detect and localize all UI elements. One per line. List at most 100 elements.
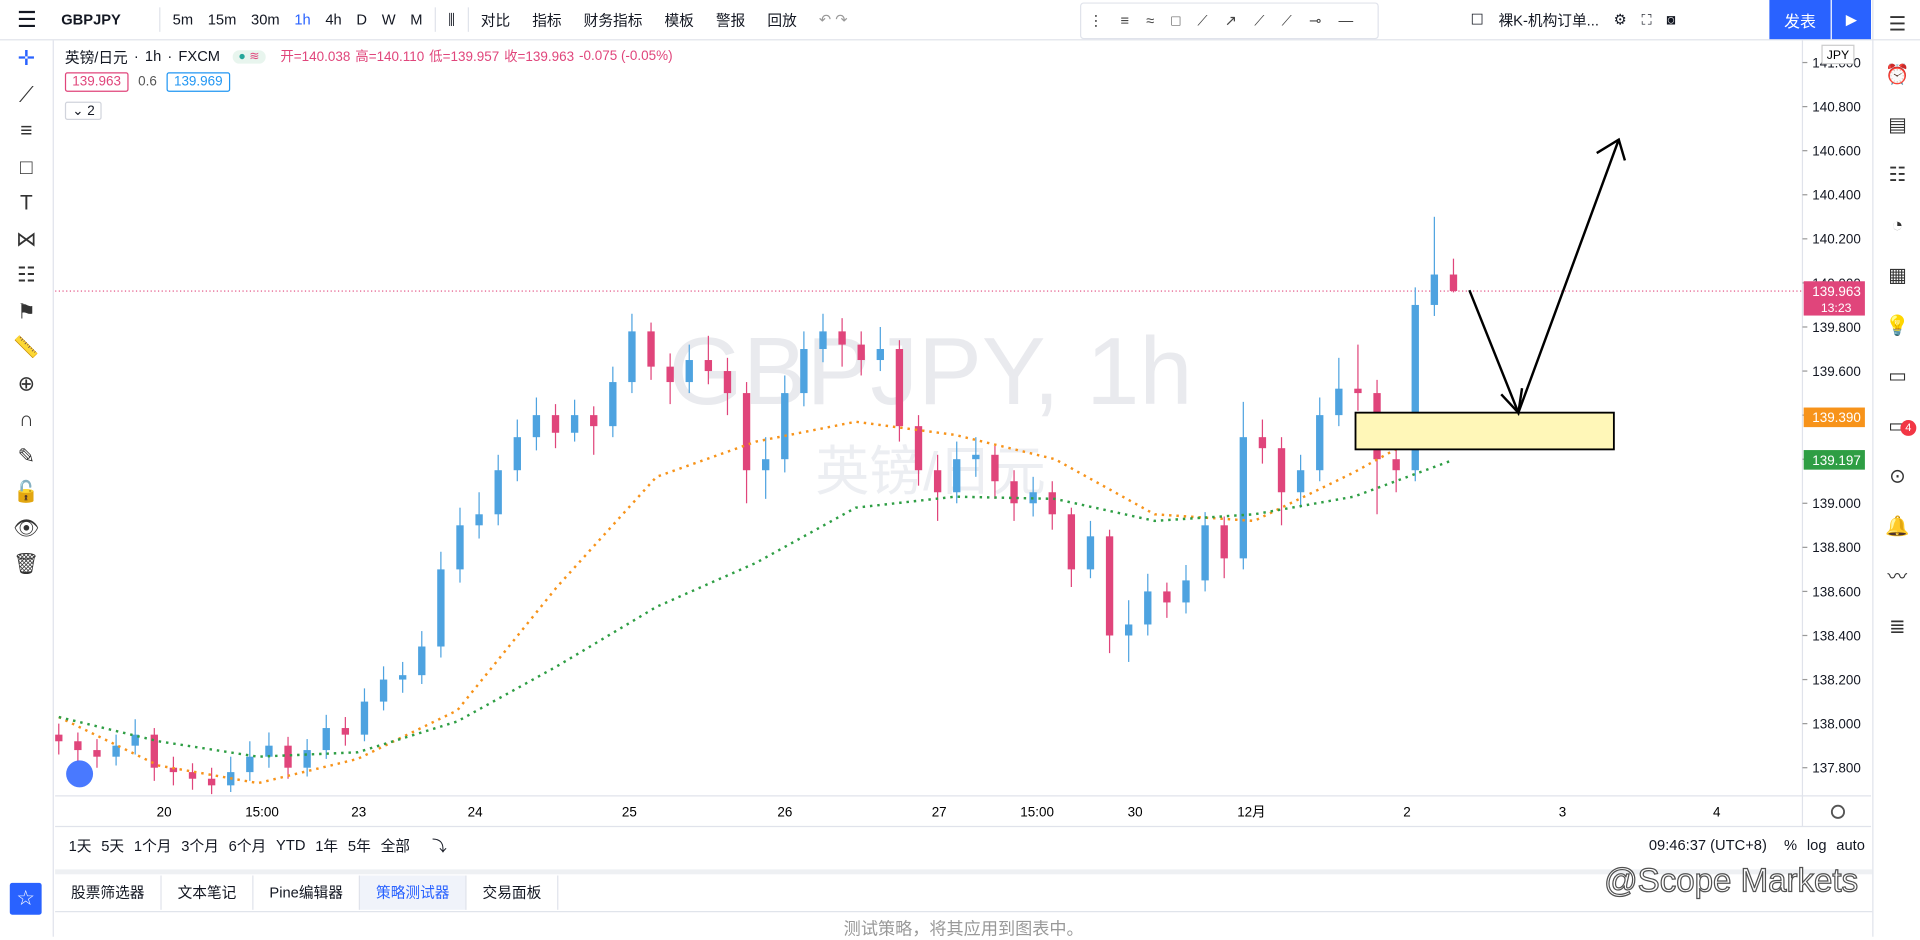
layout-name[interactable]: 裸K-机构订单... xyxy=(1498,11,1599,29)
toolbar-button[interactable]: 回放 xyxy=(767,11,797,29)
scale-button[interactable]: log xyxy=(1806,836,1827,854)
tab[interactable]: 交易面板 xyxy=(467,875,559,910)
candle-body xyxy=(112,745,120,757)
legend-source: FXCM xyxy=(178,47,221,65)
interval[interactable]: M xyxy=(410,11,423,29)
separator xyxy=(159,7,161,32)
scale-button[interactable]: auto xyxy=(1836,836,1865,854)
toolbar-button[interactable]: 警报 xyxy=(715,11,746,29)
play-button[interactable]: ▶ xyxy=(1831,0,1872,40)
undo[interactable]: ↶ ↷ xyxy=(818,11,848,29)
status-pill[interactable]: ● ≋ xyxy=(232,49,266,64)
fullscreen[interactable]: ⛶ xyxy=(1641,10,1652,28)
toolbar-button[interactable]: 模板 xyxy=(664,11,694,29)
candle-body xyxy=(303,750,311,768)
square-tool[interactable]: ☐ xyxy=(1470,11,1484,29)
range-button[interactable]: 1个月 xyxy=(133,836,172,855)
candle-body xyxy=(953,459,961,493)
toolbar-button[interactable]: 指标 xyxy=(532,11,562,29)
right-sidebar[interactable]: ☰ ⏰ ▤ ☷ ◔ ▦ 💡 ▭ ▭ ⊙ 🔔 〰 ≣ 4 xyxy=(1872,0,1920,937)
clock: 09:46:37 (UTC+8) xyxy=(1648,836,1767,854)
candle-body xyxy=(551,415,560,433)
moving-average xyxy=(58,416,1455,785)
interval[interactable]: W xyxy=(381,11,396,29)
x-tick-label: 26 xyxy=(777,805,792,820)
candle-body xyxy=(475,514,483,526)
candle-body xyxy=(1430,274,1439,305)
candle-body xyxy=(1067,514,1076,570)
tab[interactable]: 股票筛选器 xyxy=(55,875,162,910)
settings-icon[interactable] xyxy=(1830,804,1846,819)
last-price-tag xyxy=(1803,281,1865,316)
candle-body xyxy=(169,767,178,773)
range-button[interactable]: YTD xyxy=(276,836,306,854)
interval[interactable]: D xyxy=(356,11,368,29)
bottom-tabs: 股票筛选器 文本笔记 Pine编辑器 策略测试器 交易面板 xyxy=(55,869,1873,913)
candle-body xyxy=(933,470,942,493)
goto-date[interactable]: ⤵ xyxy=(432,836,447,855)
chart-type[interactable]: ⫼ xyxy=(448,10,456,28)
range-button[interactable]: 1天 xyxy=(68,836,92,855)
candle-body xyxy=(647,331,655,367)
ohlc-item: 高=140.110 xyxy=(355,50,425,65)
tab[interactable]: Pine编辑器 xyxy=(254,875,361,910)
snapshot[interactable]: ◙ xyxy=(1666,11,1676,29)
legend-name: 英镑/日元 xyxy=(64,48,128,66)
symbol[interactable]: GBPJPY xyxy=(61,11,121,29)
publish-button[interactable]: 发表 xyxy=(1769,0,1831,40)
ma-price-label: 139.390 xyxy=(1812,410,1861,425)
candle-body xyxy=(207,778,216,786)
spread: 0.6 xyxy=(138,74,157,90)
range-button[interactable]: 6个月 xyxy=(228,836,267,855)
range-button[interactable]: 5天 xyxy=(101,836,125,855)
toolbar-button[interactable]: 财务指标 xyxy=(583,11,643,29)
range-button[interactable]: 5年 xyxy=(347,836,371,855)
interval[interactable]: 4h xyxy=(325,11,342,29)
scale-button[interactable]: % xyxy=(1784,836,1798,854)
candle-body xyxy=(74,741,82,751)
candle-body xyxy=(513,437,521,471)
candle-body xyxy=(1010,481,1018,504)
candle-body xyxy=(876,349,884,361)
left-toolbar[interactable]: ✛ ⟋ ≡ □ T ⋈ ☷ ⚑ 📏 ⊕ ∩ ✎ 🔓 👁 🗑 ☆ xyxy=(0,40,54,937)
y-tick-label: 138.600 xyxy=(1812,584,1861,599)
candle-body xyxy=(55,734,63,742)
menu-icon[interactable]: ☰ xyxy=(17,6,37,32)
range-button[interactable]: 1年 xyxy=(315,836,339,855)
right-tools: ☐ 裸K-机构订单... ⚙ ⛶ ◙ xyxy=(1463,0,1682,39)
tab[interactable]: 策略测试器 xyxy=(360,875,467,910)
candle-body xyxy=(150,734,158,768)
candle-body xyxy=(1316,415,1324,471)
countdown: 13:23 xyxy=(1821,301,1852,315)
interval[interactable]: 5m xyxy=(172,11,194,29)
scale-buttons: % log auto xyxy=(1779,836,1870,853)
tab[interactable]: 文本笔记 xyxy=(162,875,254,910)
indicators-toggle[interactable]: ⌄ 2 xyxy=(64,101,103,121)
y-tick-label: 138.400 xyxy=(1812,628,1861,643)
range-button[interactable]: 全部 xyxy=(380,836,410,855)
interval[interactable]: 15m xyxy=(207,11,237,29)
candle-body xyxy=(1086,536,1095,570)
candle-body xyxy=(1392,459,1400,471)
quote-boxes: 139.963 0.6 139.969 xyxy=(64,72,230,92)
y-tick-label: 139.800 xyxy=(1812,320,1861,335)
y-tick-label: 140.400 xyxy=(1812,188,1861,203)
interval[interactable]: 30m xyxy=(251,11,280,29)
candle-body xyxy=(1258,437,1267,449)
x-tick-label: 30 xyxy=(1128,805,1143,820)
ask: 139.969 xyxy=(166,72,230,92)
drawing-toolbar[interactable]: ⋮≡≈□⟋↗⟋⟋⊸— xyxy=(1080,2,1379,40)
candle-body xyxy=(704,360,713,372)
arrow-head xyxy=(1596,137,1627,161)
candle-body xyxy=(895,349,904,427)
candle-body xyxy=(991,454,999,482)
toolbar-button[interactable]: 对比 xyxy=(480,11,511,29)
interval[interactable]: 1h xyxy=(294,11,311,29)
range-button[interactable]: 3个月 xyxy=(181,836,219,855)
candle-body xyxy=(1163,591,1171,603)
candle-body xyxy=(1335,388,1343,416)
legend: 英镑/日元 · 1h · FXCM ● ≋ 开=140.038 高=140.110 低=… xyxy=(65,47,675,67)
settings[interactable]: ⚙ xyxy=(1613,11,1627,29)
